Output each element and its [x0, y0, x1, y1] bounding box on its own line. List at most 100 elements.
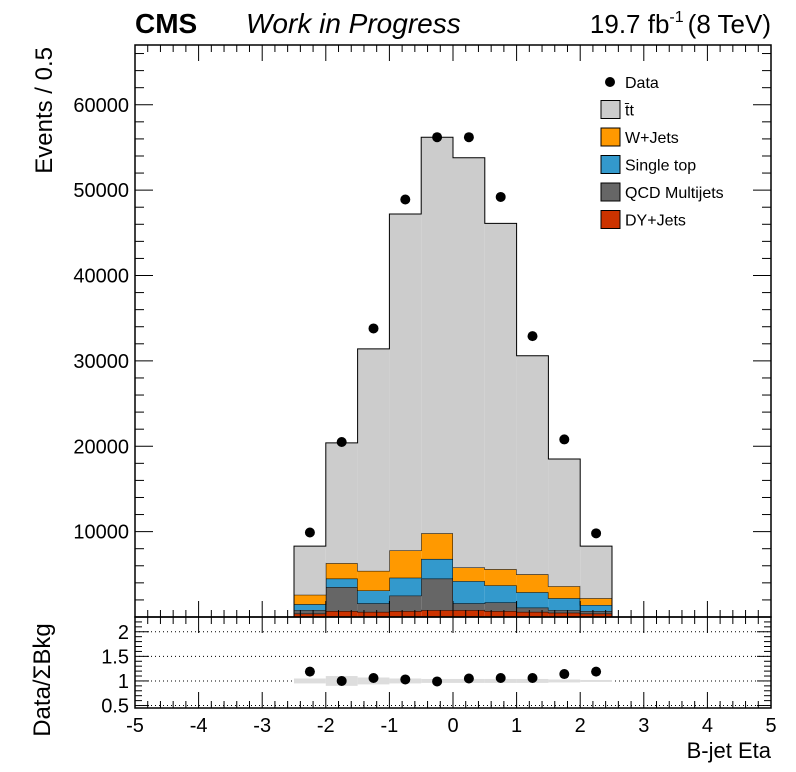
legend-marker [605, 77, 615, 87]
x-tick-label: 4 [702, 715, 713, 737]
bar [421, 578, 453, 611]
ratio-y-axis-label: Data/ΣBkg [29, 623, 56, 737]
ratio-point [559, 669, 570, 680]
y-tick-label: 40000 [73, 266, 129, 288]
series-4 [293, 136, 613, 617]
ratio-point [400, 674, 411, 685]
data-points [304, 132, 602, 539]
x-tick-label: -2 [317, 715, 335, 737]
x-tick-label: 1 [511, 715, 522, 737]
bar [357, 611, 390, 617]
legend-entry: DY+Jets [600, 210, 686, 230]
legend-entry: t̄t [600, 100, 634, 120]
data-point [527, 331, 538, 342]
data-point [432, 132, 443, 143]
x-tick-label: -3 [253, 715, 271, 737]
bar [580, 611, 612, 614]
bar [516, 611, 549, 617]
ratio-point [304, 666, 315, 677]
bar [548, 459, 581, 587]
bar [453, 581, 485, 604]
legend-label: Single top [625, 158, 696, 175]
main-y-ticks: 10000 20000 30000 40000 50000 60000 [73, 53, 771, 618]
band-segment [548, 679, 581, 683]
legend-label: QCD Multijets [625, 185, 724, 202]
x-tick-label: -5 [126, 715, 144, 737]
x-tick-label: 5 [765, 715, 776, 737]
ratio-y-ticks: 0.5 1 1.52 [101, 621, 771, 718]
y-tick-label: 1.5 [101, 646, 129, 668]
bar [453, 567, 485, 582]
bar [580, 613, 612, 617]
bar [580, 598, 612, 606]
y-tick-label: 60000 [73, 95, 129, 117]
bar [421, 558, 453, 579]
lumi-energy: (8 TeV) [688, 9, 771, 39]
legend-label: t̄t [624, 103, 634, 120]
bar [357, 348, 390, 571]
data-point [559, 434, 570, 445]
data-point [463, 132, 474, 143]
data-point [304, 527, 315, 538]
bar [294, 610, 326, 614]
legend-swatch [600, 155, 621, 174]
x-tick-label: -1 [381, 715, 399, 737]
legend-swatch [600, 100, 621, 119]
bar [294, 546, 326, 595]
y-tick-label: 20000 [73, 436, 129, 458]
bar [357, 570, 390, 591]
bar [516, 592, 549, 608]
ratio-x-ticks: -5 -4 -3 -2 -1 0 1 2 3 4 5 [126, 617, 777, 737]
ratio-point [336, 675, 347, 686]
bar [516, 607, 549, 612]
y-tick-label: 30000 [73, 351, 129, 373]
band-segment [294, 678, 326, 684]
ratio-points [304, 666, 602, 687]
bar [357, 590, 390, 604]
bar [580, 546, 612, 599]
bar [453, 603, 485, 611]
bar [548, 612, 581, 617]
data-point [400, 194, 411, 205]
x-axis-label: B-jet Eta [687, 738, 772, 763]
bar [294, 604, 326, 611]
bar [325, 442, 358, 564]
y-tick-label: 1 [118, 671, 129, 693]
main-plot: 10000 20000 30000 40000 50000 60000 [73, 44, 772, 618]
data-point [591, 528, 602, 539]
x-tick-label: 0 [447, 715, 458, 737]
cms-label: CMS [135, 8, 197, 39]
y-tick-label: 10000 [73, 522, 129, 544]
x-tick-label: 3 [638, 715, 649, 737]
bar [484, 585, 517, 603]
legend-entry: Data [605, 75, 659, 92]
bar [325, 563, 358, 579]
series-2 [293, 558, 613, 617]
band-segment [580, 679, 612, 682]
bar [389, 577, 422, 596]
legend-entry: Single top [600, 155, 696, 175]
legend: Data t̄t W+Jets Single top QCD Multijets DY+J… [600, 75, 724, 230]
lumi-label: 19.7 fb-1 (8 TeV) [590, 9, 771, 39]
main-x-ticks [134, 45, 772, 617]
ratio-point [591, 666, 602, 677]
bar [421, 137, 453, 534]
bar [389, 214, 422, 551]
bar [548, 610, 581, 613]
series-3 [293, 532, 613, 617]
bar [484, 602, 517, 612]
bar [325, 611, 358, 617]
bar [548, 598, 581, 611]
ratio-point [432, 676, 443, 687]
ratio-point [495, 672, 506, 683]
ratio-plot: 0.511.52-5 -4 -3 -2 -1 0 1 2 3 4 5 [101, 616, 777, 737]
legend-label: W+Jets [625, 130, 679, 147]
bar [484, 223, 517, 570]
bar [453, 157, 485, 568]
bar [389, 611, 422, 617]
lumi-exponent: -1 [669, 9, 683, 26]
bar [516, 574, 549, 593]
bar [484, 611, 517, 617]
legend-label: DY+Jets [625, 213, 686, 230]
